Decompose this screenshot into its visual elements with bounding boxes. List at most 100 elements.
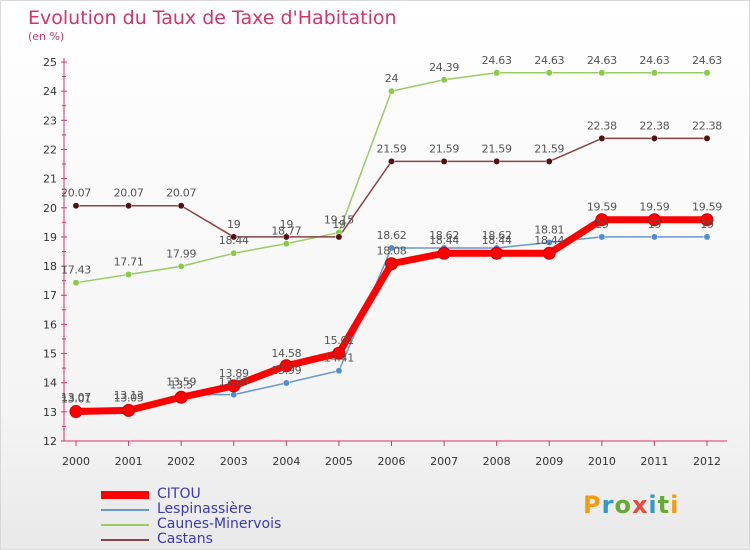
data-point-citou <box>227 379 241 393</box>
data-point-caunes-minervois <box>703 69 711 77</box>
legend-item-castans: Castans <box>101 531 361 548</box>
data-point-castans <box>440 157 448 165</box>
data-point-lespinassi-re <box>598 233 606 241</box>
data-point-lespinassi-re <box>388 244 395 252</box>
data-label-caunes-minervois: 24.63 <box>534 54 564 67</box>
y-tick-label: 25 <box>43 56 57 69</box>
data-label-caunes-minervois: 17.99 <box>166 247 196 260</box>
chart-title: Evolution du Taux de Taxe d'Habitation <box>28 7 397 29</box>
y-tick-label: 24 <box>43 85 57 98</box>
data-point-caunes-minervois <box>72 279 80 287</box>
data-point-caunes-minervois <box>545 69 553 77</box>
legend-swatch-citou <box>101 491 149 499</box>
data-label-castans: 22.38 <box>692 119 722 132</box>
data-label-citou: 13.89 <box>219 367 249 380</box>
series-points <box>69 69 714 419</box>
data-label-lespinassi-re: 13.59 <box>219 376 249 389</box>
y-tick-label: 21 <box>43 173 57 186</box>
data-point-caunes-minervois <box>388 87 395 95</box>
data-point-lespinassi-re <box>650 233 658 241</box>
data-label-lespinassi-re: 19 <box>648 218 662 231</box>
data-point-citou <box>122 403 136 417</box>
data-label-lespinassi-re: 18.62 <box>377 229 407 242</box>
x-tick-label: 2001 <box>115 455 143 468</box>
data-point-castans <box>388 157 395 165</box>
data-point-castans <box>230 233 238 241</box>
data-label-citou: 13.5 <box>170 378 194 391</box>
data-label-castans: 19 <box>227 218 241 231</box>
data-label-lespinassi-re: 13.13 <box>114 389 144 402</box>
legend-label-citou: CITOU <box>157 486 201 502</box>
data-point-lespinassi-re <box>282 379 290 387</box>
chart-subtitle: (en %) <box>28 30 65 43</box>
data-label-castans: 22.38 <box>587 119 617 132</box>
data-point-castans <box>125 202 133 210</box>
data-label-castans: 20.07 <box>61 187 91 200</box>
legend-swatch-lespinassiere <box>101 509 149 511</box>
data-point-citou <box>542 246 556 260</box>
data-label-citou: 13.01 <box>61 393 91 406</box>
data-point-castans <box>598 134 606 142</box>
data-point-lespinassi-re <box>703 233 711 241</box>
data-point-citou <box>595 213 609 227</box>
data-point-caunes-minervois <box>650 69 658 77</box>
data-point-castans <box>545 157 553 165</box>
data-label-lespinassi-re: 13.99 <box>271 364 301 377</box>
x-tick-label: 2009 <box>535 455 563 468</box>
data-point-caunes-minervois <box>125 271 133 278</box>
data-label-castans: 22.38 <box>639 119 669 132</box>
data-label-lespinassi-re: 18.81 <box>534 223 564 236</box>
y-tick-label: 23 <box>43 114 57 127</box>
data-point-caunes-minervois <box>230 249 238 257</box>
data-point-lespinassi-re <box>545 239 553 246</box>
data-label-castans: 20.07 <box>114 187 144 200</box>
data-point-lespinassi-re <box>335 367 343 375</box>
data-point-citou <box>69 405 83 419</box>
data-label-caunes-minervois: 18.77 <box>271 225 301 238</box>
x-tick-label: 2000 <box>62 455 90 468</box>
data-label-lespinassi-re: 13.59 <box>166 376 196 389</box>
y-tick-label: 22 <box>43 143 57 156</box>
y-tick-label: 16 <box>43 318 57 331</box>
data-label-castans: 21.59 <box>377 142 407 155</box>
x-tick-label: 2011 <box>640 455 668 468</box>
y-tick-label: 19 <box>43 231 57 244</box>
data-point-caunes-minervois <box>282 240 290 248</box>
data-point-caunes-minervois <box>598 69 606 77</box>
data-label-lespinassi-re: 13.07 <box>61 391 91 404</box>
data-label-caunes-minervois: 24 <box>385 72 399 85</box>
x-tick-label: 2004 <box>272 455 300 468</box>
y-tick-label: 17 <box>43 289 57 302</box>
chart-axes: 12 13 14 15 16 17 18 19 20 21 22 23 24 25 2000 2001 2002… <box>43 56 727 468</box>
x-tick-label: 2006 <box>378 455 406 468</box>
legend-label-lespinassiere: Lespinassière <box>157 501 252 517</box>
y-tick-label: 20 <box>43 202 57 215</box>
data-label-citou: 13.05 <box>114 391 144 404</box>
data-point-castans <box>703 134 711 142</box>
data-label-caunes-minervois: 24.63 <box>639 54 669 67</box>
x-tick-label: 2010 <box>588 455 616 468</box>
data-point-lespinassi-re <box>230 391 238 399</box>
legend-item-caunes-minervois: Caunes-Minervois <box>101 516 361 533</box>
data-point-caunes-minervois <box>177 262 185 270</box>
data-label-citou: 18.44 <box>534 234 564 247</box>
data-point-castans <box>177 202 185 210</box>
data-point-caunes-minervois <box>493 69 501 77</box>
x-tick-label: 2005 <box>325 455 353 468</box>
data-label-caunes-minervois: 24.63 <box>587 54 617 67</box>
data-label-citou: 19.59 <box>692 201 722 214</box>
data-point-citou <box>279 359 293 373</box>
legend-label-caunes-minervois: Caunes-Minervois <box>157 516 282 532</box>
x-tick-label: 2008 <box>483 455 511 468</box>
data-label-castans: 21.59 <box>534 142 564 155</box>
data-label-lespinassi-re: 19 <box>595 218 609 231</box>
data-label-citou: 18.08 <box>377 245 407 258</box>
legend-label-castans: Castans <box>157 531 213 547</box>
line-chart: 12 13 14 15 16 17 18 19 20 21 22 23 24 25 2000 2001 2002… <box>43 54 727 468</box>
data-label-caunes-minervois: 17.71 <box>114 256 144 269</box>
data-point-caunes-minervois <box>440 76 448 84</box>
x-tick-label: 2002 <box>167 455 195 468</box>
data-label-castans: 20.07 <box>166 187 196 200</box>
data-point-citou <box>700 213 714 227</box>
